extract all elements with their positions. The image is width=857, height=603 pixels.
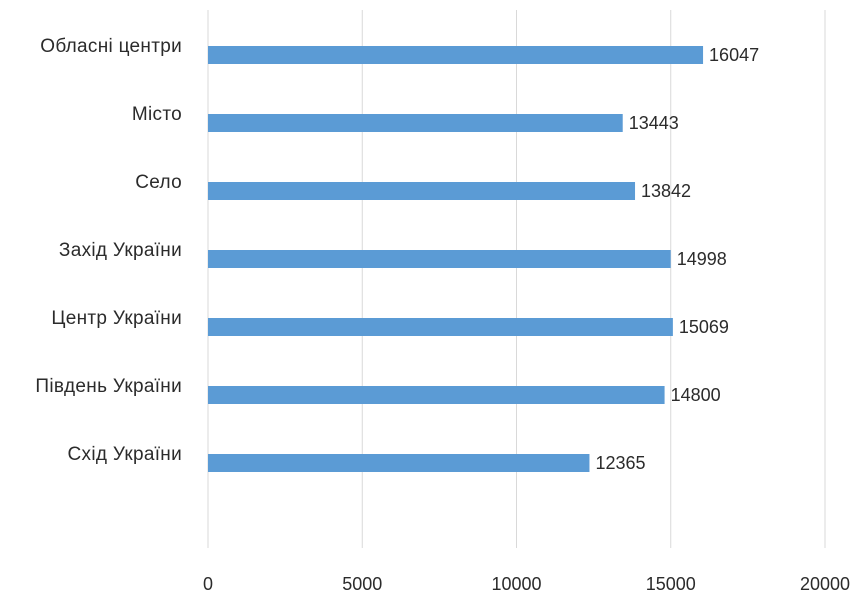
x-tick-label-3: 15000: [646, 574, 696, 594]
x-tick-label-4: 20000: [800, 574, 850, 594]
bar-2: [208, 182, 636, 200]
data-label-3: 14998: [677, 249, 727, 269]
data-label-0: 16047: [709, 45, 759, 65]
category-label-5: Південь України: [35, 376, 182, 397]
x-tick-label-1: 5000: [342, 574, 382, 594]
category-label-3: Захід України: [59, 240, 182, 261]
category-label-0: Обласні центри: [40, 36, 182, 57]
category-label-6: Схід України: [68, 444, 182, 465]
x-tick-label-2: 10000: [491, 574, 541, 594]
labels: 0 5000 10000 15000 20000 Обласні центри 16047 М…: [35, 36, 850, 594]
x-tick-label-0: 0: [203, 574, 213, 594]
category-label-1: Місто: [132, 104, 182, 125]
data-label-1: 13443: [629, 113, 679, 133]
bar-5: [208, 386, 665, 404]
category-label-4: Центр України: [51, 308, 182, 329]
bar-3: [208, 250, 671, 268]
category-label-2: Село: [135, 172, 182, 193]
bar-1: [208, 114, 623, 132]
data-label-2: 13842: [641, 181, 691, 201]
bar-6: [208, 454, 590, 472]
bar-0: [208, 46, 704, 64]
bar-4: [208, 318, 673, 336]
data-label-4: 15069: [679, 317, 729, 337]
data-label-6: 12365: [595, 453, 645, 473]
data-label-5: 14800: [671, 385, 721, 405]
bars: [208, 46, 704, 472]
